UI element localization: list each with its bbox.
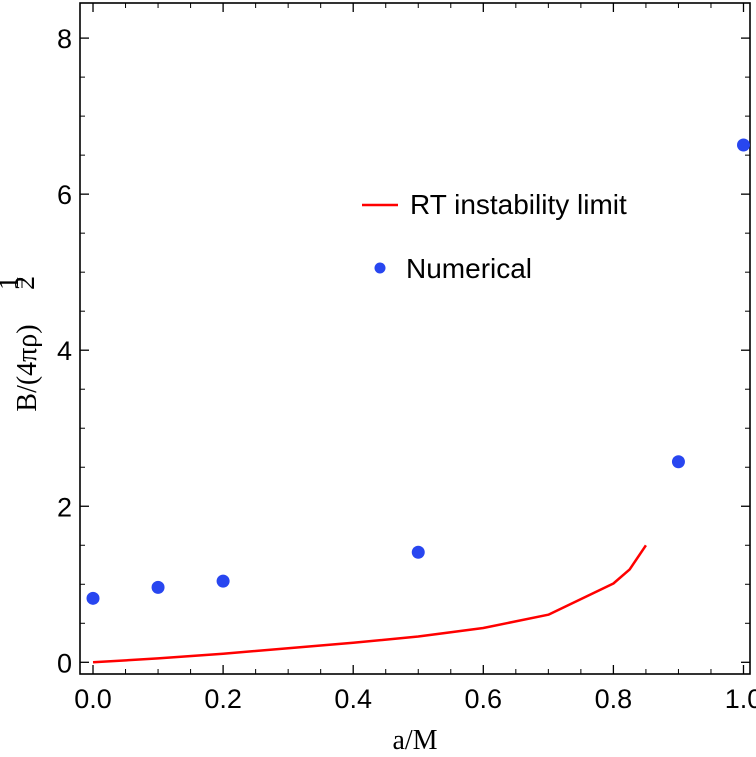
y-axis-ticks: 0 2 4 6 8 [57,24,750,678]
x-axis-ticks: 0.0 0.2 0.4 0.6 0.8 1.0 [74,3,756,714]
y-axis-label-exp-num: 1 [0,276,25,290]
legend-dot-swatch [374,262,386,274]
x-tick-label: 0.0 [74,684,112,714]
x-tick-label: 0.6 [465,684,503,714]
plot-frame [79,2,751,675]
numerical-point [411,545,425,559]
numerical-point [151,580,165,594]
y-tick-label: 0 [57,648,72,678]
y-tick-label: 6 [57,180,72,210]
y-axis-label: B/(4πρ) 1 2 [0,276,43,412]
y-axis-label-exp-den: 2 [10,276,41,290]
numerical-point [86,591,100,605]
y-tick-label: 8 [57,24,72,54]
x-tick-label: 0.4 [334,684,372,714]
x-tick-label: 0.8 [595,684,633,714]
y-axis-label-base: B/(4πρ) [12,324,43,411]
x-tick-label: 0.2 [204,684,242,714]
x-tick-label: 1.0 [725,684,756,714]
x-axis-label: a/M [392,725,437,756]
numerical-point [736,138,750,152]
rt-instability-line [92,544,647,664]
y-tick-label: 4 [57,336,72,366]
data-series [86,138,750,664]
numerical-point [671,455,685,469]
legend-label-numerical: Numerical [406,253,532,284]
numerical-point [216,574,230,588]
legend-label-rt: RT instability limit [410,189,627,220]
y-tick-label: 2 [57,492,72,522]
legend: RT instability limit Numerical [362,189,627,284]
